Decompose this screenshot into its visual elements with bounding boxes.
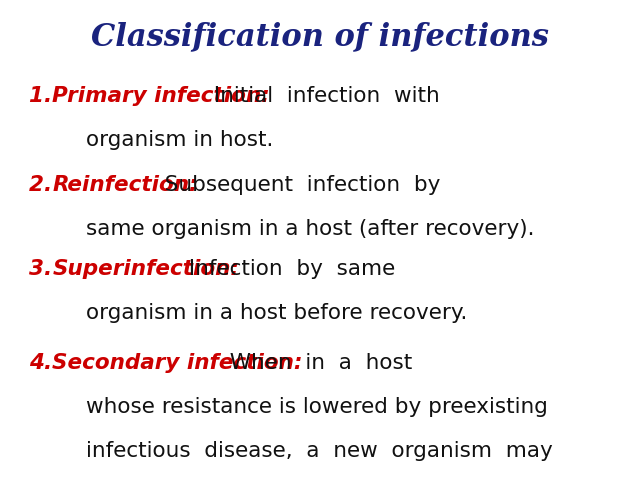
Text: Reinfection:  Subsequent  infection  by: Reinfection: Subsequent infection by xyxy=(52,175,524,195)
Text: organism in a host before recovery.: organism in a host before recovery. xyxy=(86,303,468,323)
Text: Subsequent  infection  by: Subsequent infection by xyxy=(151,175,440,195)
Text: Infection  by  same: Infection by same xyxy=(175,259,396,279)
Text: 3.: 3. xyxy=(29,259,60,279)
Text: 4.: 4. xyxy=(29,353,60,373)
Text: Primary infection:: Primary infection: xyxy=(52,86,270,107)
Text: whose resistance is lowered by preexisting: whose resistance is lowered by preexisti… xyxy=(86,396,548,417)
Text: When  in  a  host: When in a host xyxy=(216,353,413,373)
Text: Superinfection:  Infection  by  same: Superinfection: Infection by same xyxy=(52,259,486,279)
Text: Secondary infection:  When  in  a  host: Secondary infection: When in a host xyxy=(52,353,522,373)
Text: 1.: 1. xyxy=(29,86,60,107)
Text: infectious  disease,  a  new  organism  may: infectious disease, a new organism may xyxy=(86,441,553,461)
Text: Secondary infection:: Secondary infection: xyxy=(52,353,303,373)
Text: Reinfection:: Reinfection: xyxy=(52,175,198,195)
Text: same organism in a host (after recovery).: same organism in a host (after recovery)… xyxy=(86,219,535,239)
Text: Initial  infection  with: Initial infection with xyxy=(200,86,440,107)
Text: organism in host.: organism in host. xyxy=(86,131,274,150)
Text: Classification of infections: Classification of infections xyxy=(91,22,549,53)
Text: Primary infection:  Initial  infection  with: Primary infection: Initial infection wit… xyxy=(52,86,545,107)
Text: Superinfection:: Superinfection: xyxy=(52,259,239,279)
Text: 2.: 2. xyxy=(29,175,60,195)
